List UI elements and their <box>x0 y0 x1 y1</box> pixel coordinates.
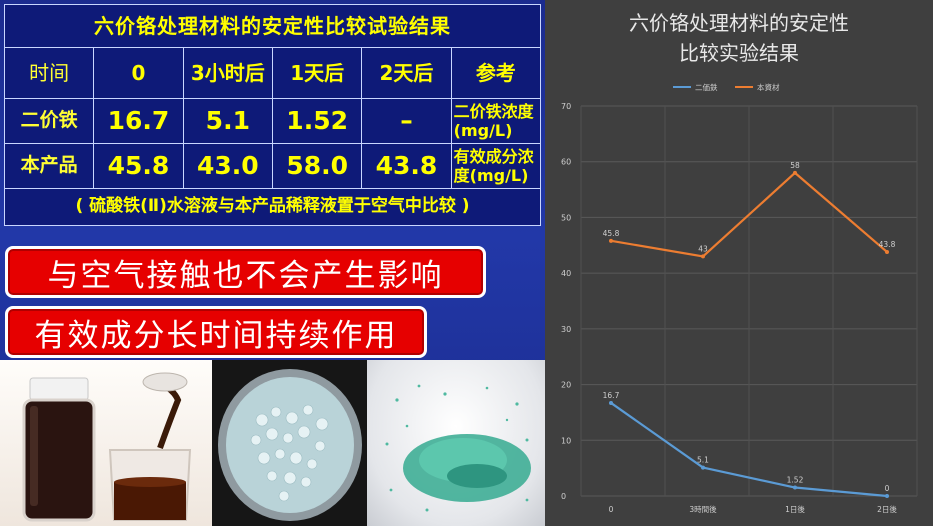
data-point <box>701 254 705 259</box>
results-table: 六价铬处理材料的安定性比较试验结果 时间 0 3小时后 1天后 2天后 参考 二… <box>3 4 542 226</box>
banner-air-contact: 与空气接触也不会产生影响 <box>5 246 486 298</box>
reference-cell: 二价铁浓度(mg/L) <box>450 98 542 144</box>
data-point <box>885 494 889 498</box>
data-label: 45.8 <box>603 229 620 238</box>
data-point <box>701 465 705 470</box>
y-tick-label: 70 <box>561 102 571 111</box>
row-label: 二价铁 <box>3 98 95 144</box>
series-line <box>610 402 888 498</box>
chart-title-line2: 比较实验结果 <box>679 41 799 65</box>
table-cell: 43.8 <box>361 143 452 189</box>
x-tick-label: 3時間後 <box>689 504 717 514</box>
table-cell: 45.8 <box>93 143 184 189</box>
header-cell: 0 <box>93 47 184 99</box>
line-chart: 0 10 20 30 40 50 60 70 0 3時間後 1日後 2日後 二価鉄 本資材 16.7 5.1 1… <box>561 82 918 514</box>
product-pouring-photo <box>0 360 212 526</box>
y-tick-label: 30 <box>561 325 571 334</box>
x-tick-label: 2日後 <box>877 504 897 514</box>
slide-panel: 六价铬处理材料的安定性比较试验结果 时间 0 3小时后 1天后 2天后 参考 二… <box>0 0 545 526</box>
crystal-granules-photo <box>212 360 367 526</box>
data-label: 16.7 <box>603 391 620 400</box>
header-cell: 1天后 <box>271 47 363 99</box>
data-point <box>885 249 889 254</box>
y-tick-label: 20 <box>561 381 571 390</box>
green-crystals-photo <box>367 360 545 526</box>
data-label: 43 <box>698 244 708 253</box>
table-cell: 58.0 <box>271 143 363 189</box>
row-label: 本产品 <box>3 143 95 189</box>
y-tick-label: 60 <box>561 158 571 167</box>
chart-panel: 六价铬处理材料的安定性 比较实验结果 0 10 20 30 40 50 60 70 0 3時間後 1… <box>545 0 933 526</box>
table-header-row: 时间 0 3小时后 1天后 2天后 参考 <box>3 47 542 99</box>
legend-label: 本資材 <box>757 82 780 92</box>
header-cell-reference: 参考 <box>450 47 542 99</box>
y-tick-label: 50 <box>561 213 571 222</box>
data-label: 5.1 <box>697 456 709 465</box>
data-point <box>793 485 797 490</box>
y-tick-label: 40 <box>561 269 571 278</box>
data-point <box>609 238 613 243</box>
banner-long-lasting: 有效成分长时间持续作用 <box>5 306 427 358</box>
table-title: 六价铬处理材料的安定性比较试验结果 <box>4 4 541 48</box>
x-tick-label: 0 <box>609 505 614 514</box>
table-row: 本产品 45.8 43.0 58.0 43.8 有效成分浓度(mg/L) <box>3 143 542 189</box>
series-line <box>610 171 888 258</box>
data-label: 0 <box>885 484 890 493</box>
data-point <box>609 400 613 405</box>
table-cell: 5.1 <box>182 98 273 144</box>
data-label: 58 <box>790 161 800 170</box>
table-row: 二价铁 16.7 5.1 1.52 – 二价铁浓度(mg/L) <box>3 98 542 144</box>
table-cell: 1.52 <box>271 98 363 144</box>
data-point <box>793 170 797 175</box>
x-tick-label: 1日後 <box>785 504 805 514</box>
table-cell: – <box>361 98 452 144</box>
chart-title: 六价铬处理材料的安定性 比较实验结果 <box>545 8 933 68</box>
y-tick-label: 0 <box>561 492 566 501</box>
y-tick-label: 10 <box>561 436 571 445</box>
legend-label: 二価鉄 <box>695 82 718 92</box>
table-cell: 16.7 <box>93 98 184 144</box>
header-cell: 2天后 <box>361 47 452 99</box>
header-cell-time: 时间 <box>3 47 95 99</box>
data-label: 43.8 <box>879 240 896 249</box>
header-cell: 3小时后 <box>182 47 273 99</box>
chart-title-line1: 六价铬处理材料的安定性 <box>629 11 849 35</box>
data-label: 1.52 <box>787 476 804 485</box>
table-note: ( 硫酸铁(Ⅱ)水溶液与本产品稀释液置于空气中比较 ) <box>4 188 541 226</box>
reference-cell: 有效成分浓度(mg/L) <box>450 143 542 189</box>
table-cell: 43.0 <box>182 143 273 189</box>
